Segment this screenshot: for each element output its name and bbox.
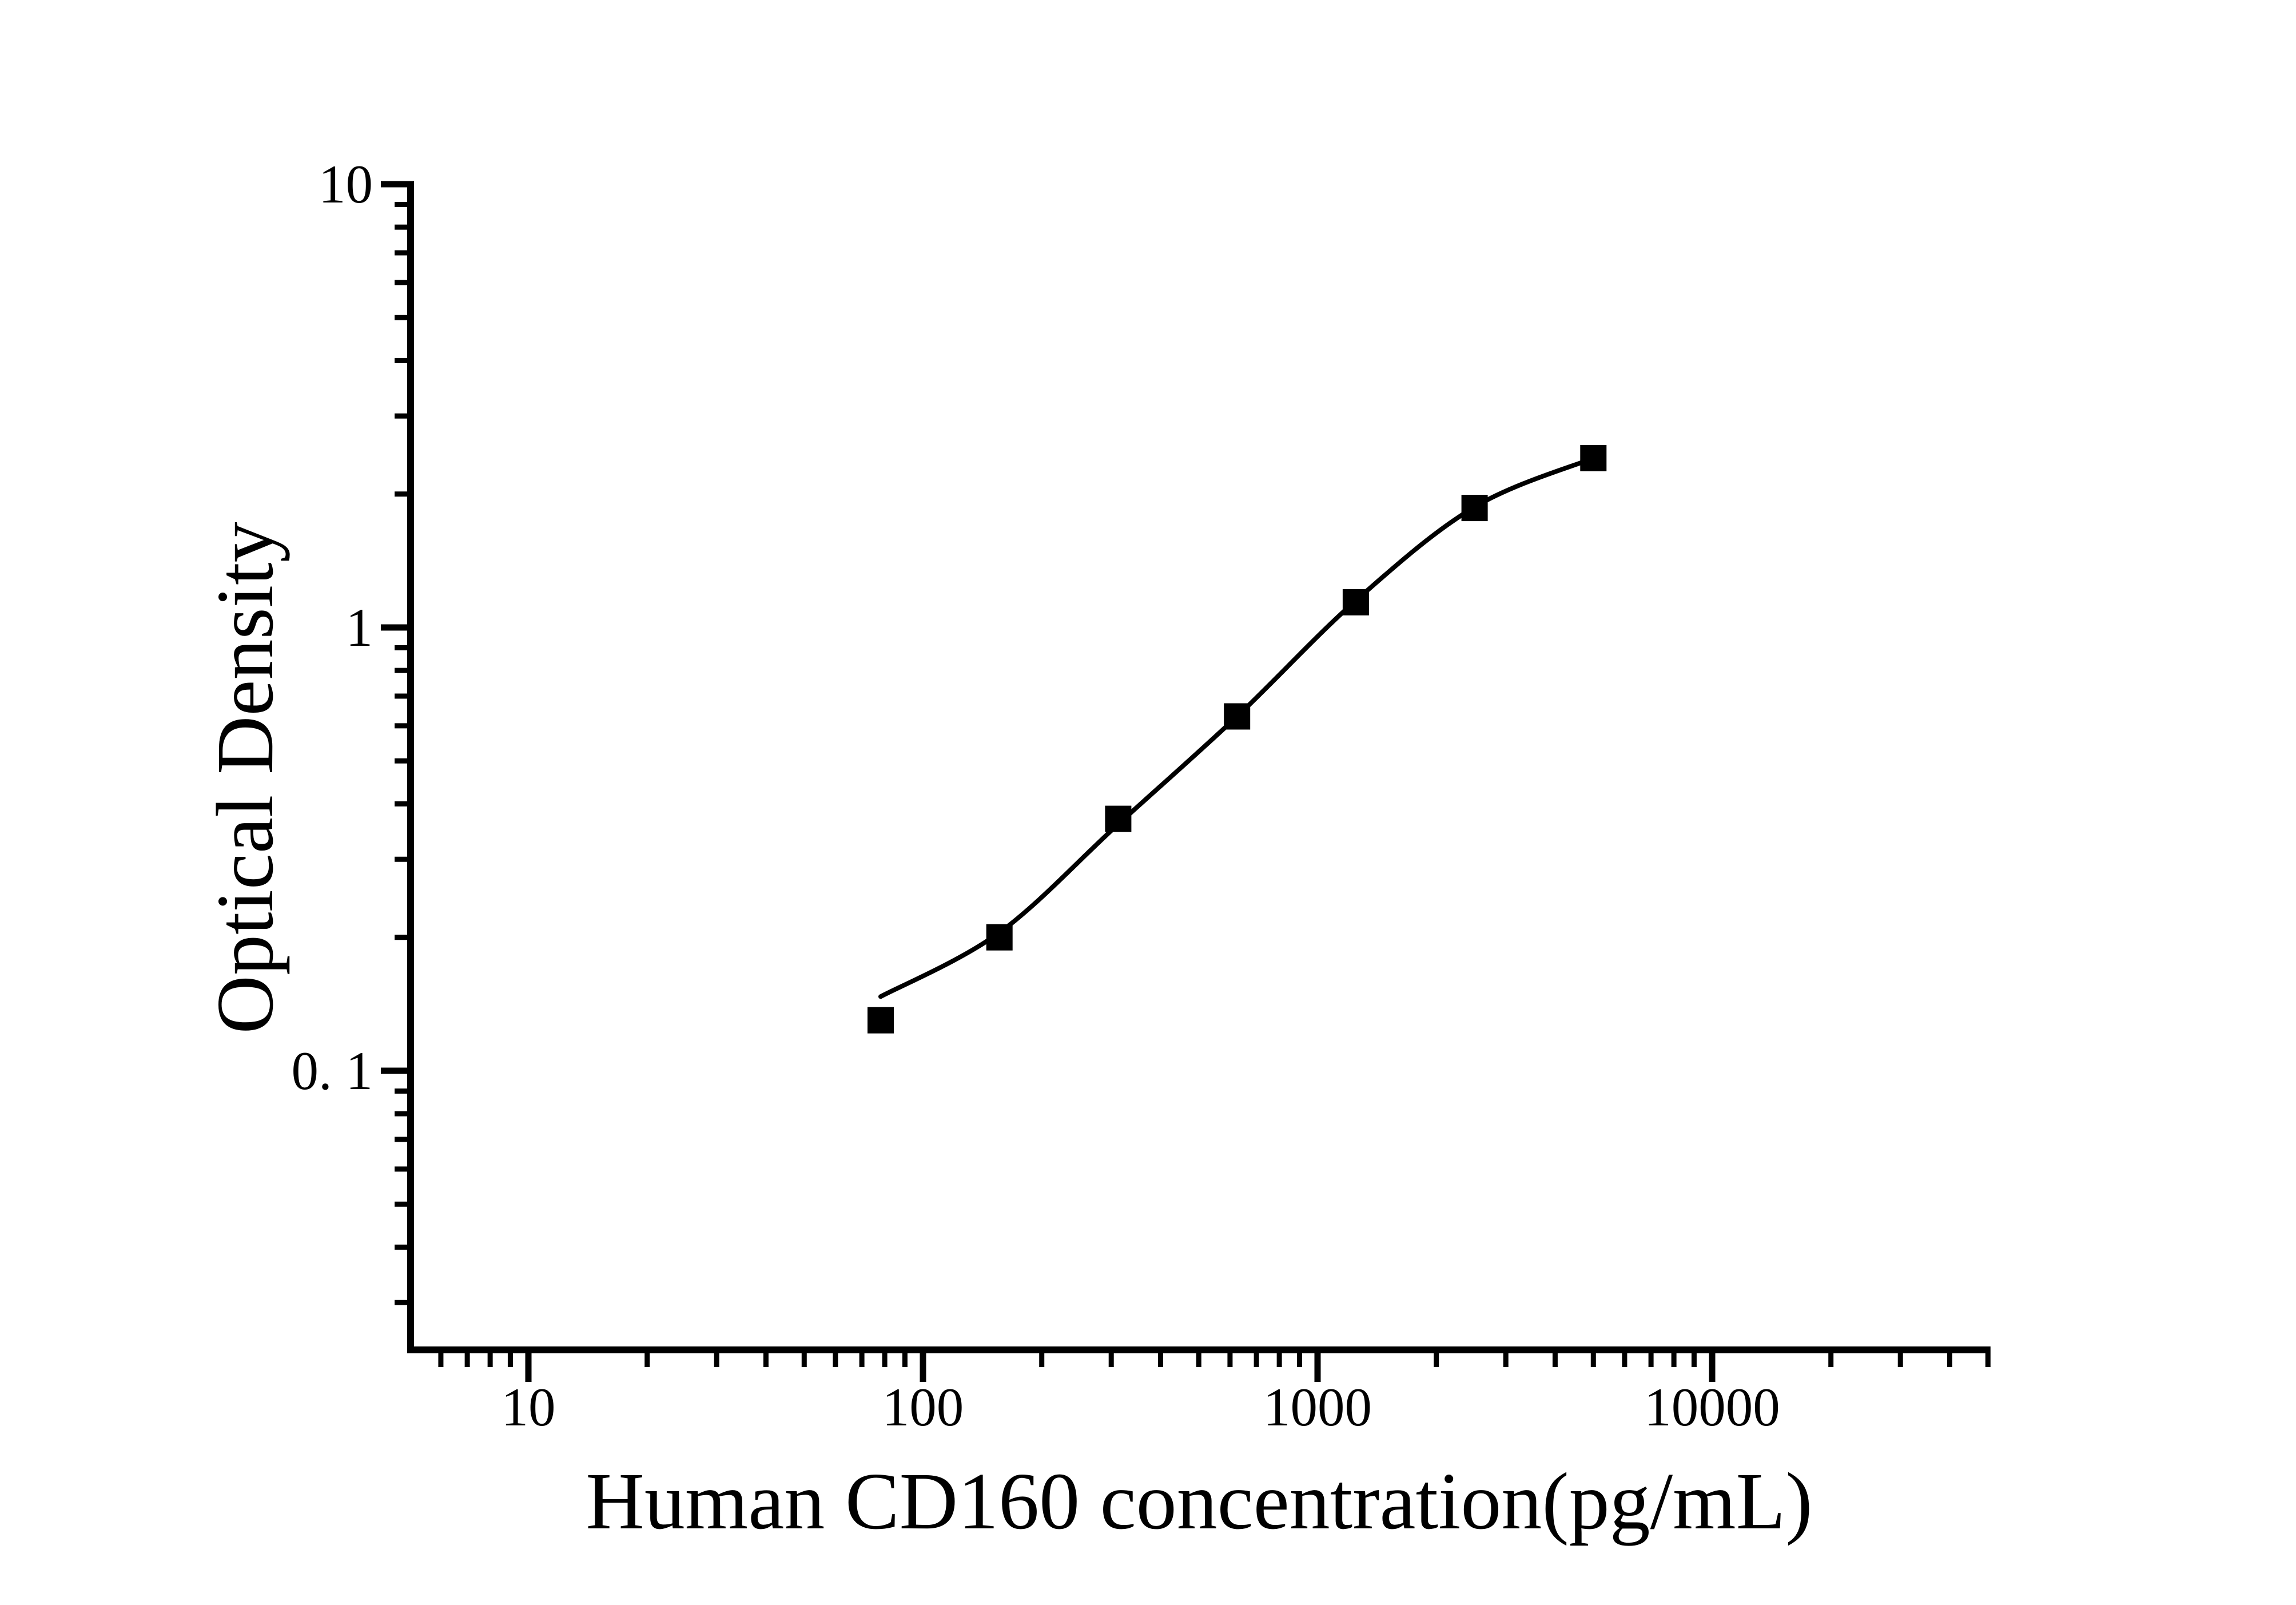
data-point-marker (1461, 495, 1488, 522)
y-tick-label: 0. 1 (292, 1040, 373, 1101)
x-tick-label: 1000 (1263, 1377, 1372, 1437)
tick-layer (381, 181, 1991, 1382)
data-points-group (868, 444, 1607, 1034)
x-tick-label: 10000 (1644, 1377, 1780, 1437)
x-tick-label: 10 (502, 1377, 556, 1437)
axes-layer (407, 181, 1988, 1353)
data-point-marker (1224, 703, 1251, 730)
data-point-marker (986, 924, 1013, 951)
x-axis-title: Human CD160 concentration(pg/mL) (586, 1456, 1812, 1546)
y-tick-label: 1 (346, 597, 373, 658)
tick-label-layer: 10 100 1000 10000 10 1 0. 1 (292, 154, 1780, 1437)
data-point-marker (1105, 805, 1132, 832)
data-point-marker (868, 1007, 894, 1034)
data-point-marker (1580, 444, 1607, 471)
y-axis-title: Optical Density (200, 522, 290, 1034)
x-tick-label: 100 (882, 1377, 964, 1437)
y-tick-label: 10 (319, 154, 373, 214)
data-point-marker (1342, 589, 1369, 615)
